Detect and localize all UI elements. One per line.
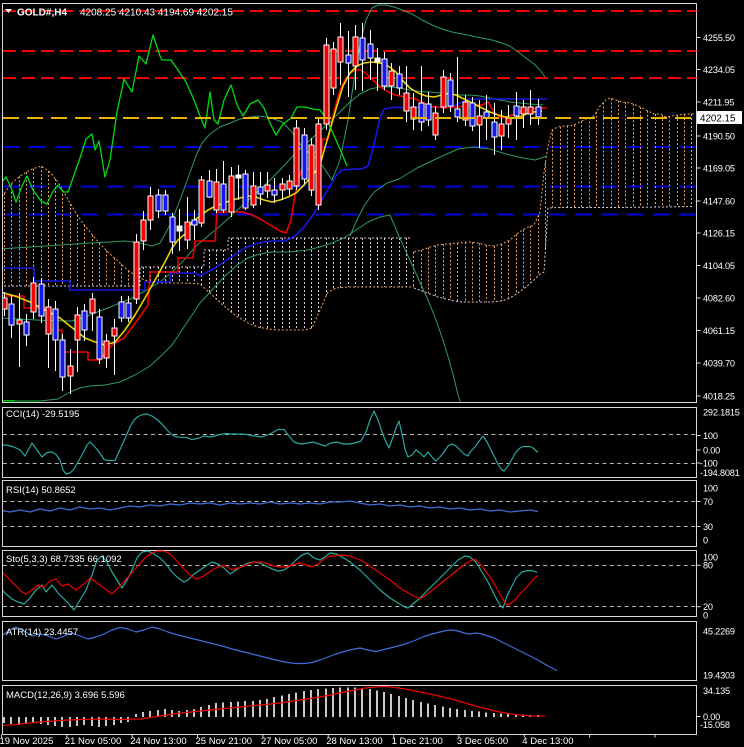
- svg-text:-194.8081: -194.8081: [700, 468, 740, 478]
- svg-text:70: 70: [703, 497, 713, 507]
- svg-text:MACD(12,26,9) 3.696 5.596: MACD(12,26,9) 3.696 5.596: [6, 690, 125, 701]
- svg-text:28 Nov 13:00: 28 Nov 13:00: [326, 736, 383, 747]
- svg-text:30: 30: [703, 522, 713, 532]
- svg-text:21 Nov 05:00: 21 Nov 05:00: [65, 736, 122, 747]
- svg-text:4104.05: 4104.05: [703, 261, 735, 271]
- svg-text:Sto(5,3,3) 68.7335 66.1092: Sto(5,3,3) 68.7335 66.1092: [6, 554, 122, 565]
- svg-text:4126.15: 4126.15: [703, 228, 735, 238]
- svg-text:0.00: 0.00: [703, 445, 720, 455]
- svg-text:0.00: 0.00: [703, 712, 720, 722]
- svg-text:19.4303: 19.4303: [703, 671, 735, 681]
- svg-text:0: 0: [703, 535, 708, 545]
- svg-text:1 Dec 21:00: 1 Dec 21:00: [392, 736, 443, 747]
- svg-text:100: 100: [703, 483, 718, 493]
- svg-text:80: 80: [703, 561, 713, 571]
- svg-text:20: 20: [703, 602, 713, 612]
- svg-text:4082.60: 4082.60: [703, 293, 735, 303]
- svg-text:4202.15: 4202.15: [700, 113, 736, 124]
- svg-text:-15.058: -15.058: [700, 720, 730, 730]
- svg-text:4211.95: 4211.95: [703, 97, 734, 107]
- svg-text:4 Dec 13:00: 4 Dec 13:00: [522, 736, 573, 747]
- svg-text:GOLD#,H4: GOLD#,H4: [17, 8, 67, 19]
- svg-text:4147.60: 4147.60: [703, 196, 735, 206]
- svg-text:-100: -100: [700, 458, 718, 468]
- svg-text:25 Nov 21:00: 25 Nov 21:00: [196, 736, 253, 747]
- svg-text:100: 100: [703, 431, 718, 441]
- svg-text:4234.05: 4234.05: [703, 65, 735, 75]
- svg-text:4018.25: 4018.25: [703, 391, 735, 401]
- svg-text:3 Dec 05:00: 3 Dec 05:00: [457, 736, 508, 747]
- svg-text:4190.50: 4190.50: [703, 131, 735, 141]
- svg-text:CCI(14) -29.5195: CCI(14) -29.5195: [6, 409, 79, 420]
- svg-text:4255.50: 4255.50: [703, 33, 735, 43]
- svg-text:27 Nov 05:00: 27 Nov 05:00: [261, 736, 318, 747]
- svg-text:24 Nov 13:00: 24 Nov 13:00: [130, 736, 187, 747]
- svg-text:4039.70: 4039.70: [703, 358, 735, 368]
- svg-text:0: 0: [703, 610, 708, 620]
- svg-text:4061.15: 4061.15: [703, 326, 735, 336]
- svg-text:19 Nov 2025: 19 Nov 2025: [0, 736, 53, 747]
- svg-text:45.2269: 45.2269: [703, 626, 735, 636]
- svg-text:4169.05: 4169.05: [703, 163, 735, 173]
- svg-text:ATR(14) 23.4457: ATR(14) 23.4457: [6, 627, 78, 638]
- svg-text:34.135: 34.135: [703, 686, 730, 696]
- svg-text:292.1815: 292.1815: [703, 407, 740, 417]
- svg-text:100: 100: [703, 552, 718, 562]
- svg-text:4208.25 4210.43 4194.69 4202.1: 4208.25 4210.43 4194.69 4202.15: [80, 8, 233, 19]
- svg-text:RSI(14) 50.8652: RSI(14) 50.8652: [6, 485, 76, 496]
